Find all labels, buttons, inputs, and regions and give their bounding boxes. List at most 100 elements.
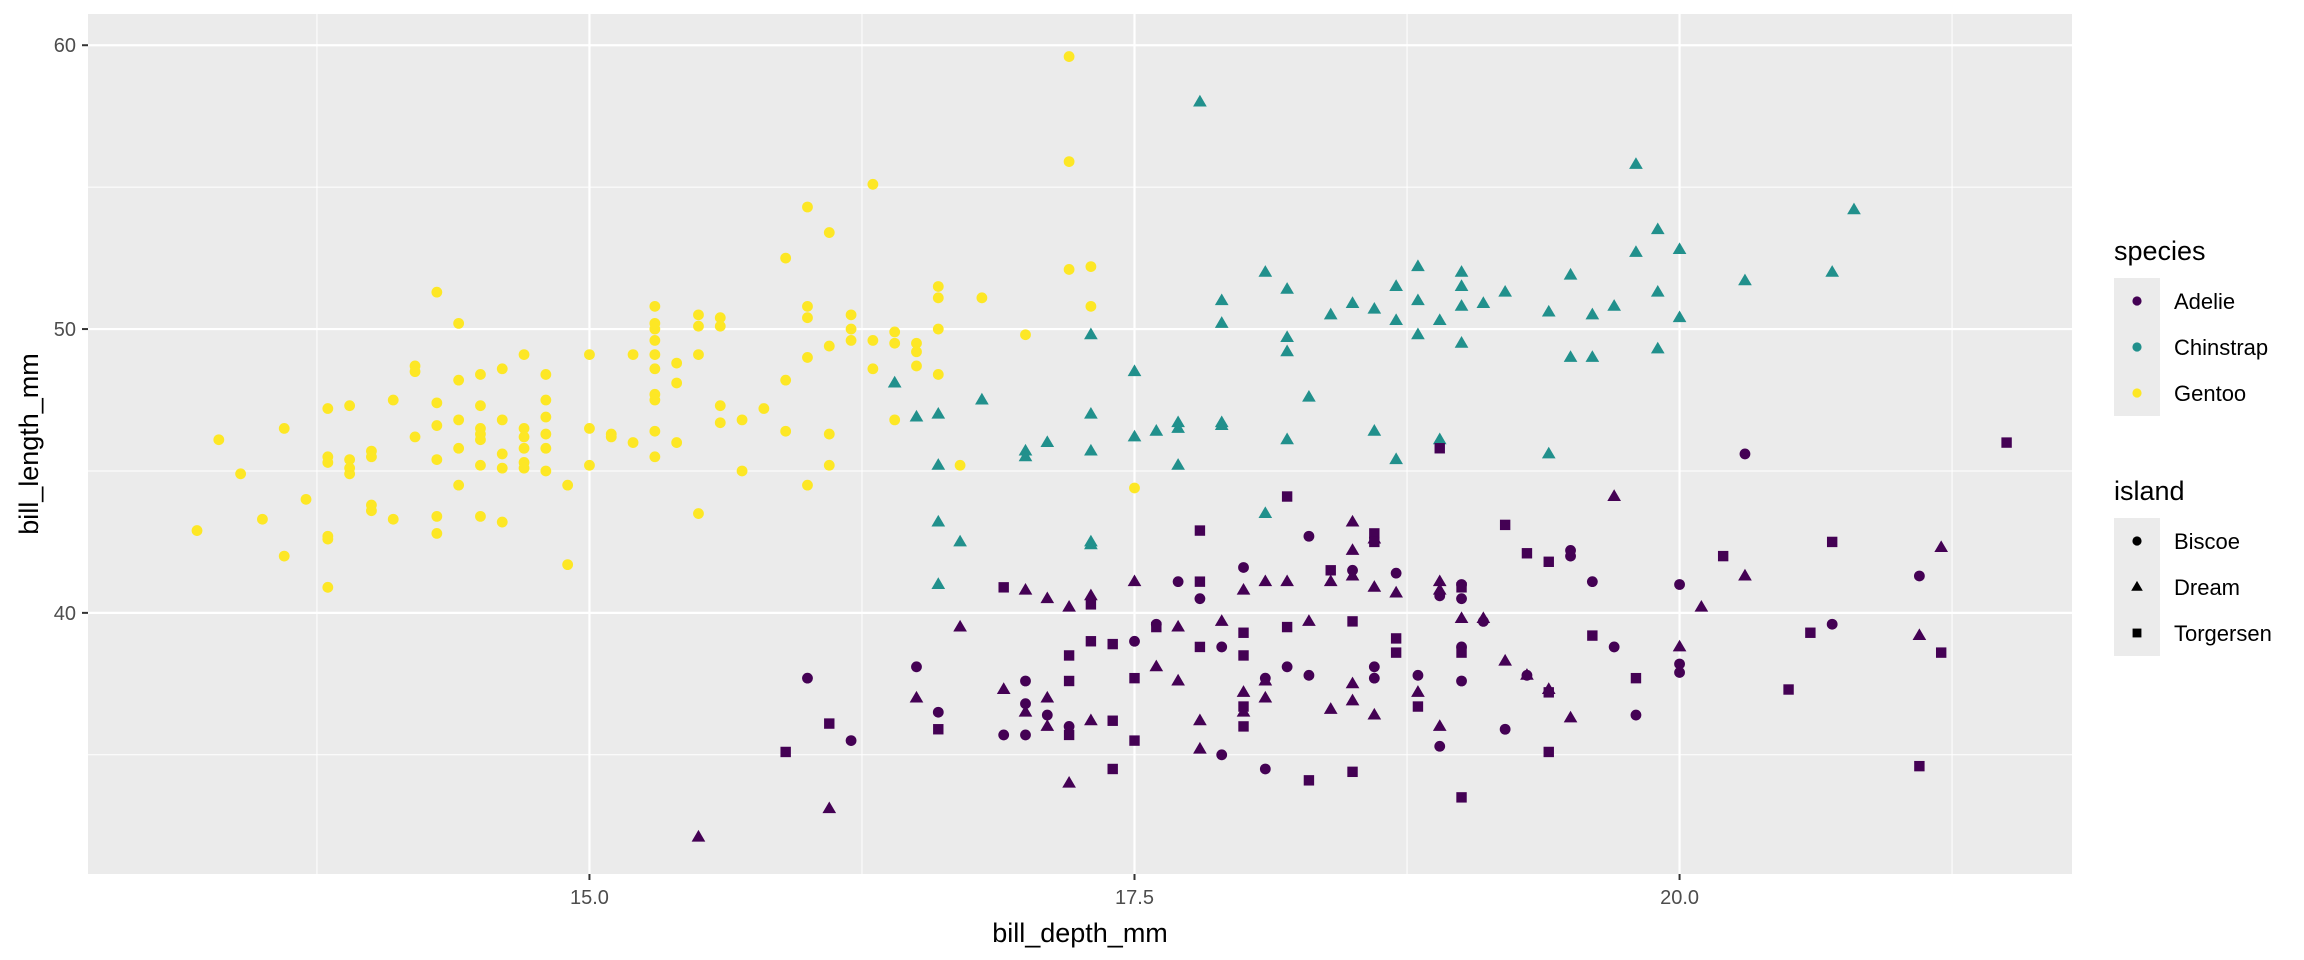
data-point bbox=[540, 428, 552, 440]
data-point bbox=[933, 724, 944, 735]
legend-key-dream bbox=[2131, 580, 2143, 591]
data-point bbox=[845, 735, 857, 747]
data-point bbox=[540, 394, 552, 406]
data-point bbox=[780, 374, 792, 386]
data-point bbox=[1280, 432, 1294, 445]
y-axis-ticks: 40 50 60 bbox=[54, 35, 88, 625]
data-point bbox=[1608, 641, 1620, 653]
data-point bbox=[1063, 156, 1075, 167]
data-point bbox=[1543, 746, 1554, 758]
data-point bbox=[1281, 661, 1293, 673]
data-point bbox=[1565, 545, 1576, 556]
data-point bbox=[453, 479, 465, 491]
data-point bbox=[1694, 600, 1709, 612]
data-point bbox=[322, 581, 334, 593]
legend-label: Torgersen bbox=[2174, 621, 2272, 646]
data-point bbox=[605, 431, 617, 443]
legends: species Adelie Chinstrap Gentoo island Biscoe… bbox=[2114, 236, 2272, 656]
data-point bbox=[431, 420, 443, 431]
data-point bbox=[1432, 574, 1447, 587]
data-point bbox=[1129, 482, 1140, 494]
data-point bbox=[1214, 418, 1229, 431]
data-point bbox=[1674, 658, 1685, 670]
data-point bbox=[823, 428, 835, 440]
data-point bbox=[540, 442, 552, 454]
data-point bbox=[1390, 647, 1402, 658]
data-point bbox=[1194, 593, 1206, 605]
data-point bbox=[1171, 619, 1185, 632]
legend-species: species Adelie Chinstrap Gentoo bbox=[2114, 236, 2268, 416]
data-point bbox=[1303, 530, 1315, 542]
data-point bbox=[1085, 599, 1097, 610]
data-point bbox=[1368, 672, 1380, 684]
data-point bbox=[1345, 568, 1360, 581]
legend-label: Chinstrap bbox=[2174, 335, 2268, 360]
data-point bbox=[932, 369, 944, 380]
data-point bbox=[1456, 675, 1467, 687]
data-point bbox=[693, 320, 704, 332]
x-tick-label: 17.5 bbox=[1115, 887, 1154, 909]
data-point bbox=[887, 375, 902, 388]
data-point bbox=[1541, 446, 1556, 459]
data-point bbox=[322, 403, 334, 414]
legend-key-biscoe bbox=[2132, 536, 2142, 546]
data-point bbox=[1281, 491, 1293, 502]
data-point bbox=[1934, 540, 1949, 553]
data-point bbox=[1325, 565, 1336, 576]
data-point bbox=[714, 417, 726, 429]
data-point bbox=[911, 346, 922, 358]
data-point bbox=[1062, 600, 1076, 612]
data-point bbox=[1323, 574, 1338, 587]
data-point bbox=[1020, 329, 1031, 341]
data-point bbox=[867, 335, 879, 346]
data-point bbox=[1585, 350, 1600, 362]
data-point bbox=[1369, 528, 1380, 539]
data-point bbox=[1194, 641, 1206, 653]
data-point bbox=[1040, 690, 1055, 703]
data-point bbox=[889, 414, 901, 426]
data-point bbox=[518, 442, 530, 454]
plot-panel bbox=[88, 14, 2072, 874]
data-point bbox=[1454, 265, 1469, 277]
data-point bbox=[1063, 51, 1075, 62]
data-point bbox=[1563, 267, 1578, 280]
data-point bbox=[1434, 443, 1445, 454]
data-point bbox=[518, 349, 530, 360]
data-point bbox=[1672, 310, 1687, 323]
data-point bbox=[518, 431, 530, 443]
data-point bbox=[953, 534, 967, 547]
data-point bbox=[1411, 293, 1425, 306]
data-point bbox=[889, 337, 901, 349]
data-point bbox=[584, 349, 595, 360]
data-point bbox=[627, 437, 639, 448]
data-point bbox=[1040, 719, 1055, 731]
data-point bbox=[1454, 299, 1469, 311]
data-point bbox=[1456, 792, 1467, 803]
data-point bbox=[1912, 628, 1927, 641]
data-point bbox=[1062, 775, 1076, 788]
data-point bbox=[1280, 330, 1294, 343]
series-adelie-dream bbox=[691, 489, 1949, 842]
data-point bbox=[1432, 582, 1447, 595]
data-point bbox=[540, 465, 552, 477]
legend-label: Gentoo bbox=[2174, 381, 2246, 406]
data-point bbox=[1214, 293, 1229, 306]
data-point bbox=[802, 312, 813, 324]
data-point bbox=[845, 323, 857, 335]
data-point bbox=[518, 422, 530, 434]
data-point bbox=[1063, 264, 1075, 275]
data-point bbox=[1214, 316, 1229, 328]
data-point bbox=[931, 577, 946, 589]
data-point bbox=[1717, 550, 1729, 562]
data-point bbox=[1151, 621, 1162, 633]
data-point bbox=[409, 366, 421, 378]
x-tick-label: 15.0 bbox=[570, 887, 609, 909]
data-point bbox=[1412, 669, 1424, 681]
y-tick-label: 50 bbox=[54, 319, 76, 341]
data-point bbox=[1149, 659, 1164, 672]
data-point bbox=[649, 300, 661, 312]
data-point bbox=[758, 403, 770, 414]
data-point bbox=[649, 323, 661, 335]
data-point bbox=[475, 434, 486, 446]
legend-title: species bbox=[2114, 236, 2206, 266]
